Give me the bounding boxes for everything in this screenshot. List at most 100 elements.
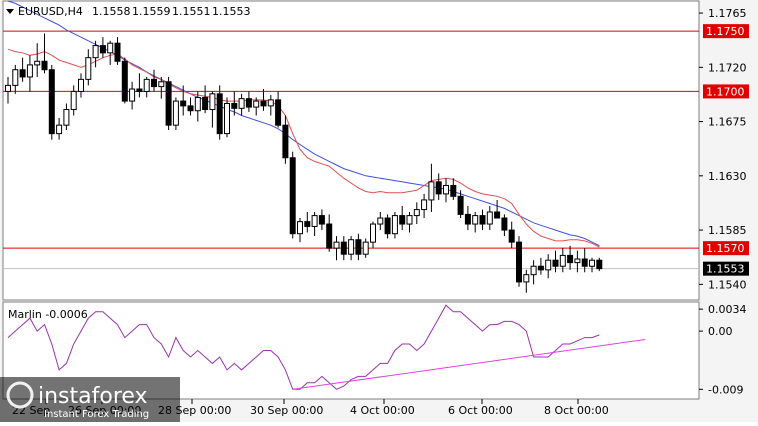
candle xyxy=(501,214,508,237)
candle xyxy=(355,233,362,261)
indicator-tick-label: 0.00 xyxy=(708,325,733,338)
candle xyxy=(450,178,457,200)
candle xyxy=(289,151,296,239)
low-value: 1.1551 xyxy=(172,5,211,18)
candle xyxy=(443,178,449,203)
price-tick-label: 1.1630 xyxy=(708,170,747,183)
moving-averages xyxy=(7,0,600,248)
candle xyxy=(231,91,238,116)
oscillator-layer: 0.0034 0.00 -0.009 xyxy=(7,303,747,396)
candle xyxy=(194,91,201,122)
candle xyxy=(136,73,143,98)
candle xyxy=(260,89,267,111)
current-price-label: 1.1553 xyxy=(706,263,745,276)
level-price-label: 1.1570 xyxy=(706,242,745,255)
indicator-tick-label: -0.009 xyxy=(708,383,743,396)
candle xyxy=(486,205,493,231)
candle xyxy=(391,211,398,239)
oscillator-trendline[interactable] xyxy=(292,339,646,390)
candle xyxy=(209,91,216,128)
candle xyxy=(530,260,537,285)
candle xyxy=(304,211,311,233)
candle xyxy=(267,95,274,116)
instaforex-logo: instaforex Instant Forex Trading xyxy=(0,377,180,422)
candle xyxy=(216,85,223,140)
candle xyxy=(384,214,391,239)
candle xyxy=(63,103,70,131)
candle xyxy=(567,245,574,270)
candle xyxy=(596,257,603,272)
candle xyxy=(158,76,165,99)
price-tick-label: 1.1540 xyxy=(708,278,747,291)
candle xyxy=(311,211,318,237)
price-tick-label: 1.1765 xyxy=(708,7,747,20)
candle xyxy=(129,81,136,110)
candle xyxy=(107,40,114,65)
candle xyxy=(56,117,63,140)
candle xyxy=(333,236,340,261)
candle xyxy=(99,37,106,58)
candle xyxy=(12,64,19,94)
oscillator-line xyxy=(7,304,600,390)
candle xyxy=(348,236,355,261)
candle xyxy=(406,211,413,233)
candles xyxy=(5,33,603,293)
level-price-box xyxy=(703,241,749,256)
candle xyxy=(559,248,566,273)
price-tick-label: 1.1585 xyxy=(708,224,747,237)
candle xyxy=(435,173,442,200)
level-price-box xyxy=(703,24,749,39)
candle xyxy=(172,97,179,131)
candle xyxy=(370,221,376,249)
candle xyxy=(26,55,33,92)
candle xyxy=(537,257,544,275)
candle xyxy=(187,97,194,116)
candle xyxy=(552,250,559,273)
high-value: 1.1559 xyxy=(132,5,171,18)
candle xyxy=(362,238,369,258)
candle xyxy=(340,236,347,261)
brand-text: instaforex xyxy=(38,384,148,409)
logo-emblem-icon xyxy=(6,381,34,409)
candle xyxy=(282,115,289,164)
candle xyxy=(92,40,99,68)
candle xyxy=(494,199,501,219)
candle xyxy=(202,85,209,114)
candle xyxy=(516,236,522,287)
candle xyxy=(326,214,333,252)
candle xyxy=(421,193,428,219)
dropdown-triangle-icon[interactable] xyxy=(6,9,14,14)
open-value: 1.1558 xyxy=(92,5,131,18)
candle xyxy=(457,190,464,219)
candle xyxy=(253,97,260,116)
brand-tagline: Instant Forex Trading xyxy=(44,409,149,420)
candle xyxy=(180,85,187,116)
candle xyxy=(114,37,121,65)
current-price-box xyxy=(703,261,749,276)
time-tick-label: 8 Oct 00:00 xyxy=(544,404,609,417)
candle xyxy=(165,76,172,131)
candle xyxy=(78,73,84,98)
candle xyxy=(85,49,92,86)
level-price-label: 1.1750 xyxy=(706,25,745,38)
candle xyxy=(5,76,11,104)
time-tick-label: 30 Sep 00:00 xyxy=(250,404,323,417)
candle xyxy=(297,218,303,243)
candle xyxy=(275,91,282,128)
price-tick-label: 1.1720 xyxy=(708,61,747,74)
candle xyxy=(377,211,384,231)
candle xyxy=(151,69,157,92)
ma-blue-line xyxy=(7,0,600,247)
time-tick-label: 6 Oct 00:00 xyxy=(448,404,513,417)
indicator-tick-label: 0.0034 xyxy=(708,303,747,316)
candle xyxy=(399,205,406,231)
candle xyxy=(34,43,41,77)
candle xyxy=(545,254,552,279)
candle xyxy=(70,85,77,116)
candle xyxy=(464,205,471,231)
candle xyxy=(19,57,26,82)
candle xyxy=(48,64,55,140)
time-tick-label: 4 Oct 00:00 xyxy=(350,404,415,417)
